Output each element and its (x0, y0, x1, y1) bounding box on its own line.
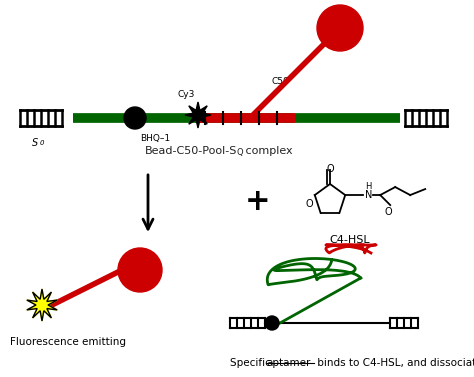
Text: complex: complex (242, 146, 292, 156)
Text: Cy3: Cy3 (177, 90, 195, 99)
Text: S: S (32, 138, 38, 148)
Text: H: H (365, 182, 372, 190)
Text: Bead-C50-Pool-S: Bead-C50-Pool-S (145, 146, 237, 156)
Text: O: O (306, 199, 313, 209)
Text: Q: Q (237, 148, 244, 157)
Circle shape (317, 5, 363, 51)
Text: N: N (365, 190, 373, 200)
Text: Fluorescence emitting: Fluorescence emitting (10, 337, 126, 347)
Circle shape (265, 316, 279, 330)
Circle shape (124, 107, 146, 129)
Text: O: O (384, 207, 392, 217)
Polygon shape (185, 102, 211, 128)
Text: C4-HSL: C4-HSL (330, 235, 370, 245)
Text: aptamer: aptamer (266, 358, 310, 368)
Text: Specific: Specific (230, 358, 274, 368)
Text: binds to C4-HSL, and dissociated: binds to C4-HSL, and dissociated (314, 358, 474, 368)
Text: BHQ–1: BHQ–1 (140, 134, 170, 143)
Text: C50: C50 (272, 77, 290, 86)
Text: +: + (245, 187, 271, 216)
Circle shape (118, 248, 162, 292)
Text: O: O (326, 164, 334, 174)
Polygon shape (27, 289, 57, 321)
Text: 0: 0 (40, 140, 45, 146)
